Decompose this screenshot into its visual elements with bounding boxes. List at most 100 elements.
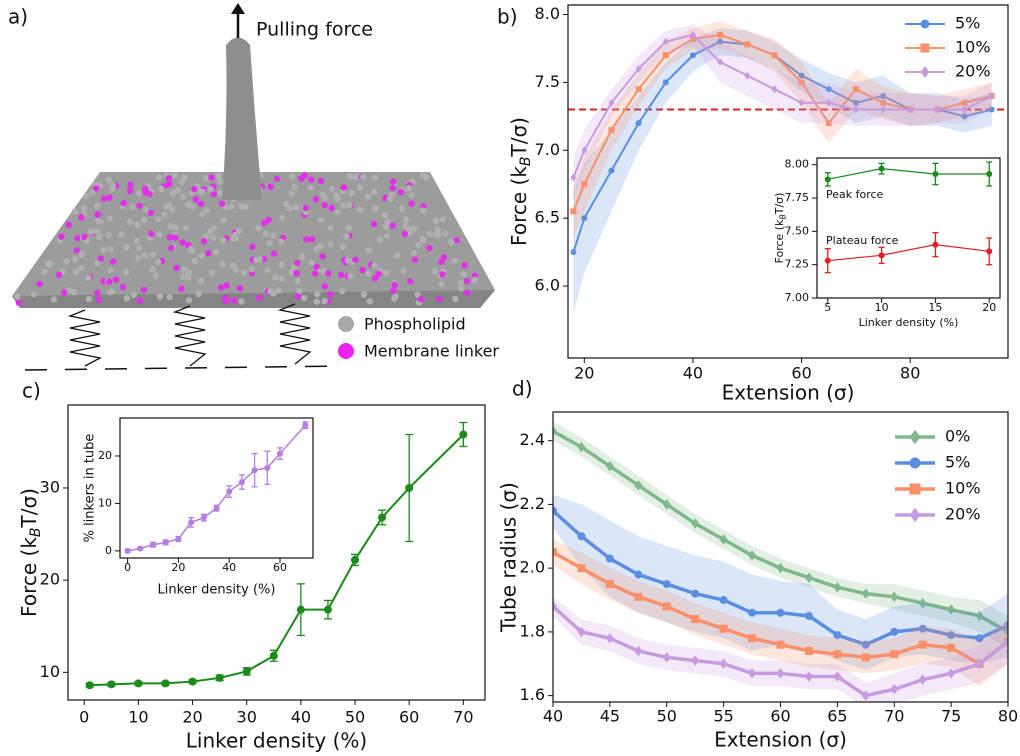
y-tick-label: 10 [98,496,112,509]
bead [288,190,295,197]
bead [228,203,236,210]
bead [173,264,180,271]
marker [662,37,669,46]
bead [127,181,134,188]
legend-marker [909,507,921,523]
bead [384,232,391,240]
bead [417,295,425,303]
bead [81,233,88,241]
bead [308,259,315,267]
y-tick-label: 7.75 [785,191,810,204]
line [89,433,465,687]
x-axis-label: Linker density (%) [186,729,367,753]
marker [798,98,805,107]
marker [918,624,927,633]
bead [100,278,107,285]
legend-label: 20% [945,505,981,524]
x-tick-label: 0 [79,708,89,727]
bead [154,215,162,223]
inset-bg [120,418,313,558]
bead [365,247,373,254]
bead [352,173,359,181]
marker [932,171,939,177]
marker [635,86,642,93]
marker [975,610,984,622]
legend-label: Phospholipid [364,315,466,334]
marker [918,674,927,685]
bead [438,271,446,278]
legend-marker [920,43,930,53]
marker [719,596,728,605]
legend-box [330,310,510,368]
marker [238,479,245,486]
bead [426,230,434,238]
bead [85,295,93,303]
marker [890,591,899,603]
legend-marker [338,343,354,359]
bead [126,218,134,225]
bead [71,289,78,296]
marker [861,653,870,662]
marker [577,441,586,453]
bead [232,266,240,274]
x-tick-label: 70 [453,708,473,727]
bead [94,211,101,218]
bead [133,221,141,228]
marker [947,604,956,615]
bead [180,266,188,273]
bead [205,249,212,257]
bead [398,205,406,212]
bead [83,193,90,200]
legend-marker [338,316,354,332]
bead [406,226,413,233]
bead [275,287,282,294]
y-tick-label: 1.8 [520,621,545,640]
marker [581,181,588,188]
inset-bg [817,158,1000,298]
bead [210,224,218,232]
marker [824,176,831,183]
marker [662,499,671,510]
bead [344,257,352,264]
marker [605,554,614,563]
bead [461,262,468,269]
y-axis-label-part: B [28,527,44,537]
axes-frame [567,4,1009,359]
bead [370,220,378,228]
marker [776,608,785,617]
bead [327,291,334,298]
bead [346,172,353,180]
bead [372,205,379,212]
bead [212,248,220,256]
marker [691,615,700,624]
bead [408,200,415,207]
y-tick-label: 0 [105,544,112,557]
bead [112,276,120,283]
bead [312,270,319,277]
bead [264,266,271,274]
bead [426,244,433,252]
bead [78,264,85,272]
error-band [553,421,1008,648]
bead [71,208,79,215]
bead [232,231,239,239]
marker [719,624,728,633]
marker [825,86,832,93]
bead [348,189,355,197]
bead [381,212,389,219]
y-axis-label-part: T/σ) [507,117,531,157]
bead [58,233,65,240]
marker [890,650,899,659]
bead [171,172,179,179]
bead [343,233,350,240]
bead [293,270,300,277]
bead [97,255,104,262]
marker [771,85,778,94]
bead [229,262,237,269]
marker [748,668,757,679]
marker [269,651,278,660]
x-tick-label: 45 [600,707,620,726]
marker [577,564,586,573]
annotation: Peak force [826,188,884,201]
bead [41,268,48,275]
